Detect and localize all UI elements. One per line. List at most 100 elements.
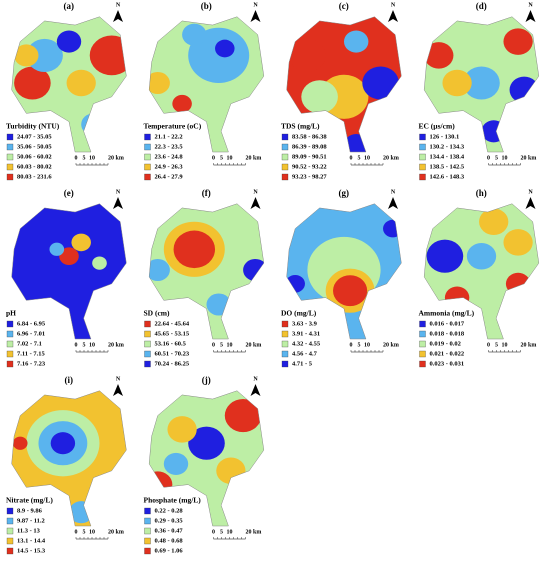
legend-label: 70.24 - 86.25	[155, 360, 190, 367]
scale-label: 20 km	[108, 529, 124, 535]
zone	[463, 66, 500, 100]
north-label: N	[528, 2, 533, 8]
panel-label: (i)	[65, 375, 74, 385]
panel-label: (h)	[476, 188, 487, 198]
zone	[503, 28, 533, 55]
north-arrow	[525, 197, 536, 209]
legend-swatch	[6, 340, 14, 348]
map-panel: (i) N Nitrate (mg/L) 8.9 - 9.86 9.87 - 11.2 1…	[6, 375, 127, 554]
legend-swatch	[144, 163, 151, 171]
zone	[167, 416, 197, 443]
boundary	[148, 390, 265, 527]
boundary	[286, 16, 402, 153]
scale-label: 5	[83, 342, 86, 348]
legend-label: 24.9 - 26.3	[155, 163, 184, 170]
legend-swatch	[6, 163, 14, 171]
legend-label: 0.016 - 0.017	[430, 320, 465, 327]
legend-label: 0.019 - 0.02	[430, 340, 461, 347]
legend-swatch	[6, 517, 14, 525]
zone	[286, 274, 305, 293]
map-panel: (h) N Ammonia (mg/L) 0.016 - 0.017 0.018 - 0…	[419, 188, 540, 368]
legend-swatch	[6, 153, 14, 161]
north-label: N	[391, 189, 396, 195]
legend-label: 0.22 - 0.28	[155, 507, 184, 514]
zone	[14, 66, 51, 100]
panel-label: (d)	[476, 1, 487, 11]
legend-label: 11.3 - 13	[17, 527, 41, 534]
legend-label: 80.03 - 231.6	[17, 173, 52, 180]
legend-label: 35.06 - 50.05	[17, 143, 52, 150]
legend-label: 0.48 - 0.68	[155, 537, 184, 544]
legend-swatch	[6, 507, 14, 515]
legend-label: 6.96 - 7.01	[17, 330, 45, 337]
legend-swatch	[281, 350, 289, 358]
legend-label: 3.91 - 4.31	[292, 330, 320, 337]
legend-swatch	[144, 330, 151, 338]
scale-label: 5	[83, 155, 86, 161]
zone	[479, 208, 509, 235]
legend-label: 21.1 - 22.2	[155, 133, 183, 140]
scale-label: 20 km	[108, 155, 124, 161]
zone	[216, 457, 246, 485]
map-panel: (g) N DO (mg/L) 3.63 - 3.9 3.91 - 4.31 4.32 -…	[281, 188, 402, 368]
scale-label: 10	[227, 155, 233, 161]
zone	[59, 247, 79, 266]
scale-label: 20 km	[246, 342, 262, 348]
scale-label: 5	[495, 155, 498, 161]
legend-title: Turbidity (NTU)	[6, 122, 60, 131]
legend-label: 7.11 - 7.15	[17, 350, 46, 357]
legend-label: 0.023 - 0.031	[430, 360, 465, 367]
scale-label: 20 km	[521, 155, 537, 161]
boundary	[148, 16, 265, 153]
legend-label: 86.39 - 89.08	[292, 143, 327, 150]
legend-swatch	[144, 507, 151, 515]
legend-label: 60.03 - 80.02	[17, 163, 52, 170]
scale-label: 0	[75, 155, 78, 161]
scale-label: 10	[89, 529, 95, 535]
north-label: N	[253, 376, 258, 382]
legend-label: 13.1 - 14.4	[17, 537, 46, 544]
boundary	[11, 390, 127, 527]
legend-title: Temperature (oC)	[144, 122, 202, 131]
legend-label: 26.4 - 27.9	[155, 173, 184, 180]
legend-swatch	[419, 143, 426, 151]
zone	[173, 230, 216, 269]
legend-swatch	[6, 537, 14, 545]
zone	[12, 436, 28, 450]
legend-swatch	[6, 143, 14, 151]
scale-label: 10	[89, 155, 95, 161]
legend-label: 0.36 - 0.47	[155, 527, 184, 534]
scale-label: 0	[350, 155, 353, 161]
legend-swatch	[281, 153, 289, 161]
legend-swatch	[419, 330, 426, 338]
legend-label: 0.018 - 0.018	[430, 330, 465, 337]
boundary	[286, 203, 402, 340]
legend-label: 45.65 - 53.15	[155, 330, 190, 337]
zone	[50, 432, 76, 455]
legend-swatch	[6, 173, 14, 181]
legend-swatch	[281, 133, 289, 141]
panel-label: (e)	[64, 188, 74, 198]
legend-swatch	[281, 360, 289, 368]
legend-swatch	[419, 320, 426, 328]
panel-label: (f)	[202, 188, 211, 198]
zone	[89, 35, 127, 76]
zones	[426, 208, 533, 309]
legend-swatch	[419, 360, 426, 368]
legend-swatch	[281, 173, 289, 181]
scale-label: 0	[212, 155, 215, 161]
legend-label: 138.5 - 142.5	[430, 163, 465, 170]
scale-label: 10	[502, 155, 508, 161]
zone	[206, 293, 231, 316]
boundary	[11, 16, 127, 153]
legend-title: TDS (mg/L)	[281, 122, 320, 131]
north-label: N	[116, 2, 121, 8]
north-label: N	[391, 2, 396, 8]
zones	[49, 233, 107, 270]
zones	[12, 410, 100, 524]
north-arrow	[250, 384, 261, 396]
panel-label: (c)	[339, 1, 349, 11]
north-label: N	[253, 189, 258, 195]
legend-title: SD (cm)	[144, 309, 171, 318]
